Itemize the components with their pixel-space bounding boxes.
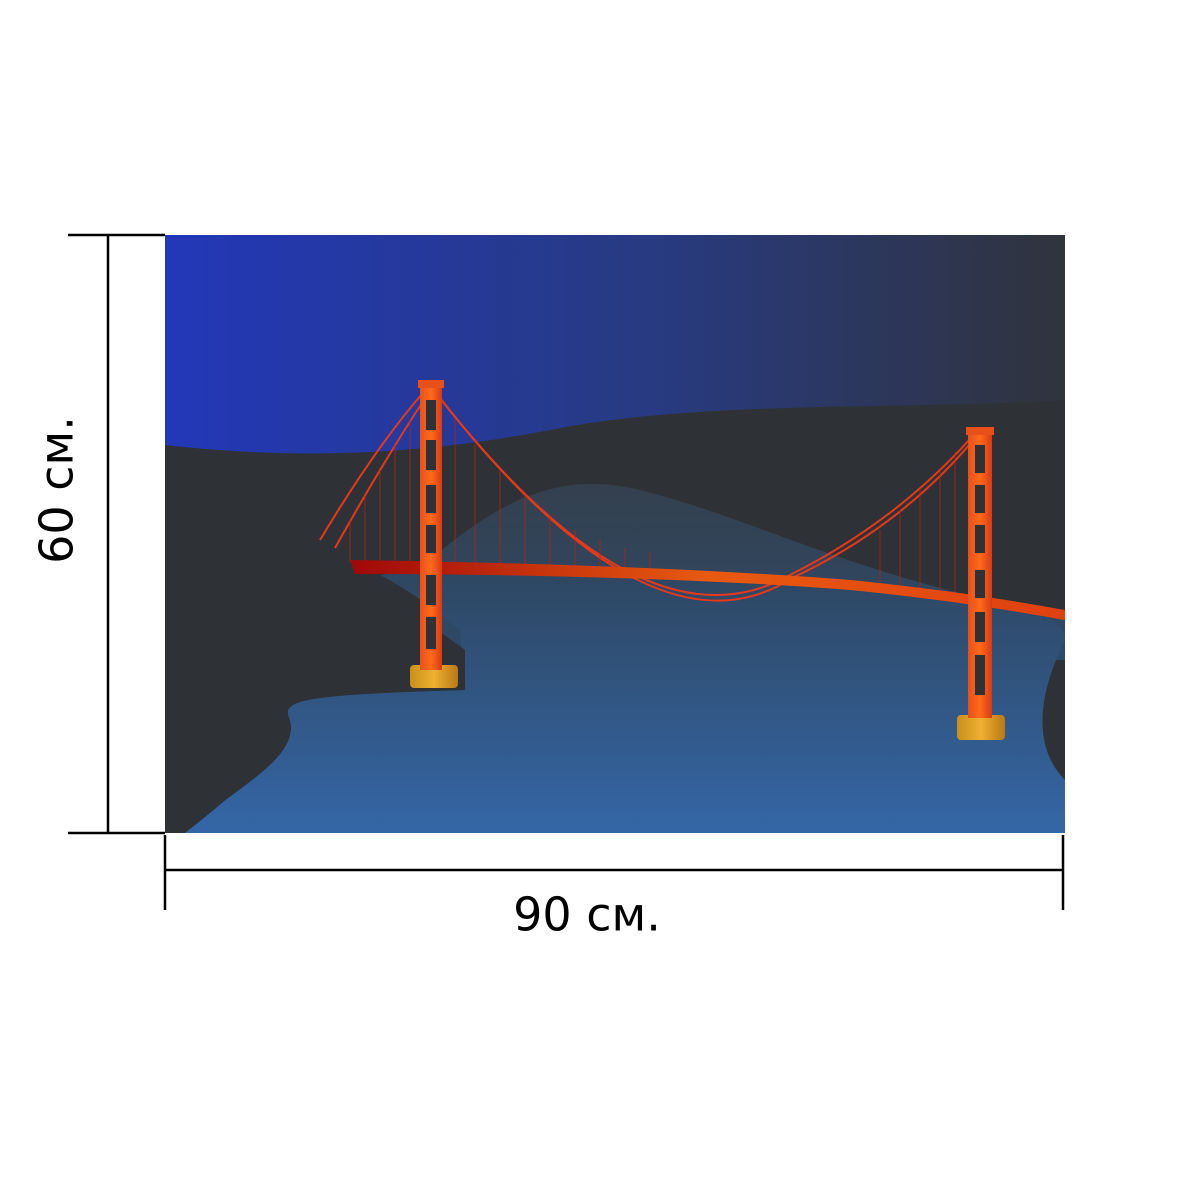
width-label: 90 см. bbox=[513, 888, 661, 942]
illustration bbox=[165, 235, 1065, 833]
dimension-lines bbox=[68, 233, 1065, 910]
height-label: 60 см. bbox=[30, 416, 84, 564]
